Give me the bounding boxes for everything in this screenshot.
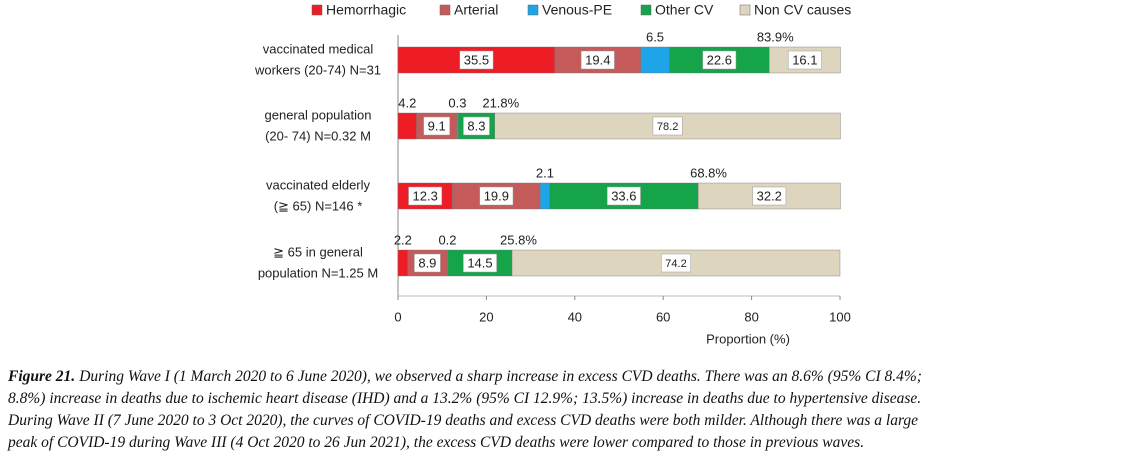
cv-total-label: 68.8% [690,165,727,180]
value-label-box [463,116,490,136]
caption-line: Figure 21. During Wave I (1 March 2020 to… [8,366,1118,388]
value-label: 16.1 [792,52,817,67]
caption-line: During Wave II (7 June 2020 to 3 Oct 202… [8,410,1118,432]
category-label: population N=1.25 M [258,265,378,280]
value-label: 4.2 [398,95,416,110]
legend-swatch [311,4,323,16]
legend-swatch [527,4,539,16]
value-label: 78.2 [657,121,678,133]
value-label-box [752,186,787,206]
value-label: 35.5 [464,52,489,67]
category-label: ≧ 65 in general [273,244,363,259]
value-label: 74.2 [665,258,686,270]
value-label: 2.2 [394,232,412,247]
legend-swatch [439,4,451,16]
legend-label: Arterial [454,2,498,18]
value-label: 2.1 [536,165,554,180]
value-label-box [479,186,514,206]
category-label: (≧ 65) N=146 * [274,198,363,213]
caption: Figure 21. During Wave I (1 March 2020 to… [8,366,1118,454]
x-tick-label: 40 [568,309,582,324]
value-label-box [580,50,615,70]
x-tick-label: 80 [744,309,758,324]
category-label: (20- 74) N=0.32 M [265,128,371,143]
value-label-box [702,50,737,70]
chart: Hemorrhagic Arterial Venous-PE Other CV Non … [254,2,851,347]
caption-text: peak of COVID-19 during Wave III (4 Oct … [8,434,865,451]
legend-label: Other CV [655,2,714,18]
bar-segment [397,112,417,140]
value-label: 19.9 [484,188,509,203]
legend-label: Hemorrhagic [326,2,406,18]
caption-line: peak of COVID-19 during Wave III (4 Oct … [8,432,1118,454]
cv-total-label: 21.8% [482,95,519,110]
value-label-box [414,253,441,273]
legend-label: Non CV causes [754,2,851,18]
bar-segment [640,46,670,74]
caption-label: Figure 21. [8,368,76,385]
legend-swatch [739,4,751,16]
value-label-box [606,186,641,206]
value-label: 12.3 [413,188,438,203]
value-label: 8.3 [467,118,485,133]
value-label-box [661,253,691,273]
value-label: 32.2 [757,188,782,203]
caption-text: During Wave II (7 June 2020 to 3 Oct 202… [8,412,919,429]
x-tick-label: 60 [656,309,670,324]
value-label-box [408,186,443,206]
category-label: general population [265,107,372,122]
x-tick-label: 100 [829,309,851,324]
caption-line: 8.8%) increase in deaths due to ischemic… [8,388,1118,410]
value-label-box [459,50,494,70]
value-label: 19.4 [585,52,610,67]
value-label: 14.5 [467,255,492,270]
x-tick-label: 0 [394,309,401,324]
value-label-box [652,116,683,136]
value-label: 0.3 [448,95,466,110]
category-label: workers (20-74) N=31 [254,62,381,77]
value-label: 33.6 [611,188,636,203]
cv-total-label: 25.8% [500,232,537,247]
value-label: 6.5 [646,29,664,44]
category-label: vaccinated medical [263,41,374,56]
x-tick-label: 20 [479,309,493,324]
cv-total-label: 83.9% [757,29,794,44]
value-label-box [423,116,450,136]
value-label: 22.6 [707,52,732,67]
bar-segment [397,249,408,277]
x-axis-label: Proportion (%) [706,331,790,346]
category-label: vaccinated elderly [266,177,371,192]
value-label: 0.2 [438,232,456,247]
legend-label: Venous-PE [542,2,612,18]
value-label: 9.1 [428,118,446,133]
caption-text: 8.8%) increase in deaths due to ischemic… [8,390,922,407]
bar-segment [540,182,550,210]
value-label-box [787,50,822,70]
value-label: 8.9 [418,255,436,270]
legend-swatch [640,4,652,16]
value-label-box [463,253,497,273]
caption-text: During Wave I (1 March 2020 to 6 June 20… [79,368,922,385]
